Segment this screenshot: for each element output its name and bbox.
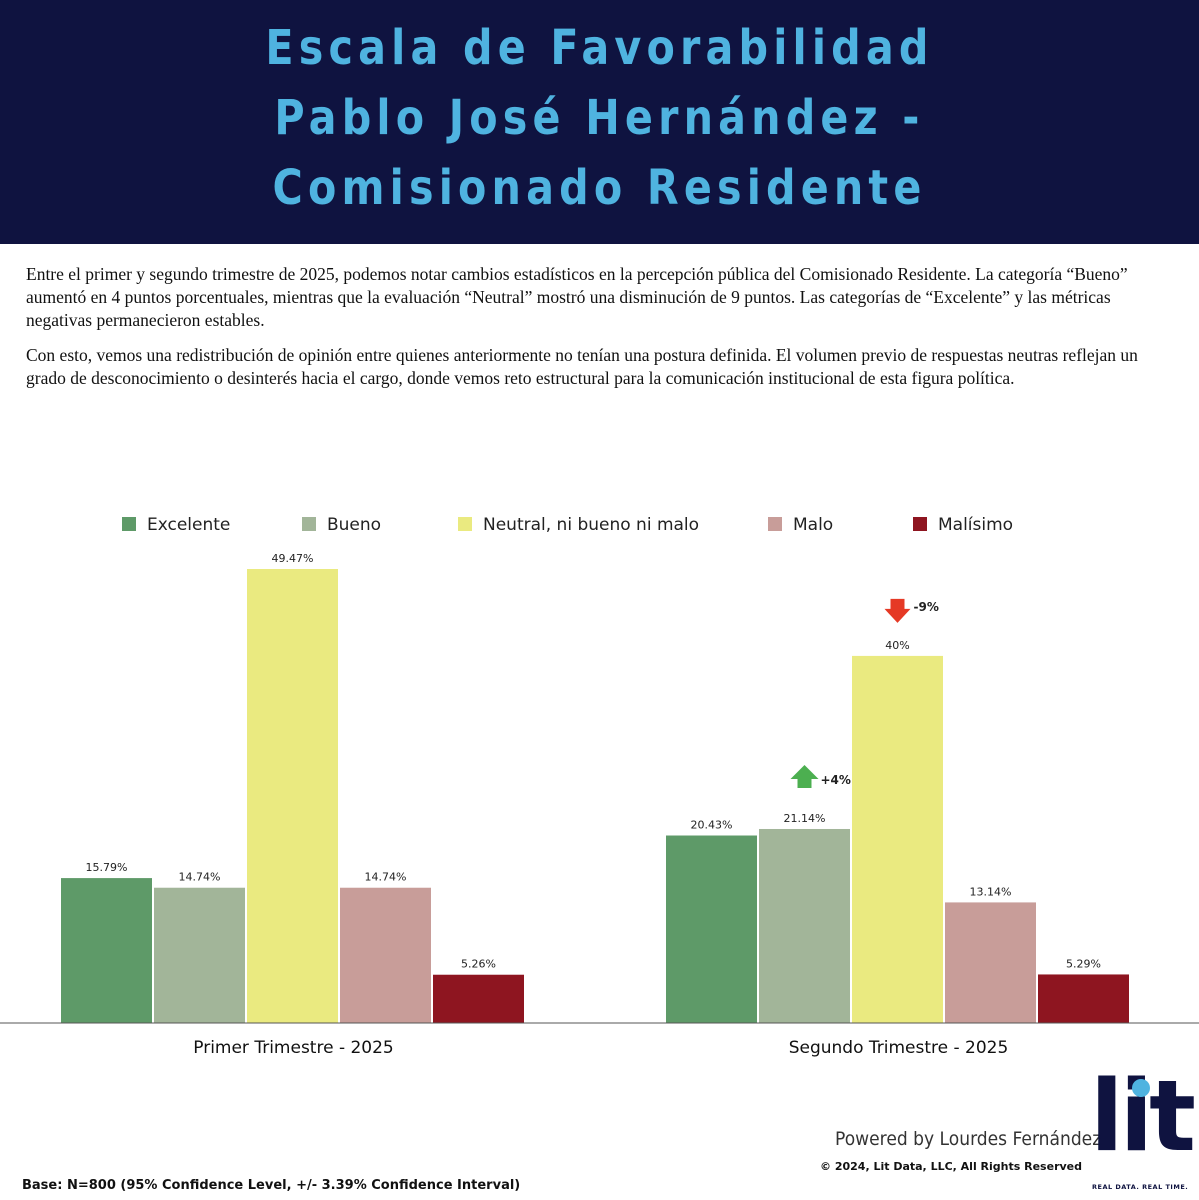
category-label-2: Segundo Trimestre - 2025 bbox=[789, 1038, 1009, 1058]
title-line-1: Escala de Favorabilidad bbox=[265, 20, 934, 76]
logo-tagline: REAL DATA. REAL TIME. bbox=[1092, 1183, 1189, 1191]
value-label-neutral-ni-bueno-ni-malo-1: 49.47% bbox=[272, 552, 314, 565]
legend-label-malisimo: Malísimo bbox=[938, 515, 1013, 535]
bar-bueno-1 bbox=[154, 887, 245, 1023]
value-label-malisimo-2: 5.29% bbox=[1066, 957, 1101, 970]
lit-logo: lit REAL DATA. REAL TIME. bbox=[1090, 1067, 1196, 1195]
logo-dot bbox=[1132, 1079, 1150, 1097]
up-arrow-icon bbox=[790, 764, 819, 788]
value-label-neutral-ni-bueno-ni-malo-2: 40% bbox=[885, 639, 909, 652]
title-line-3: Comisionado Residente bbox=[272, 160, 927, 216]
delta-label-bueno: +4% bbox=[821, 773, 851, 787]
copyright: © 2024, Lit Data, LLC, All Rights Reserv… bbox=[820, 1160, 1082, 1173]
legend-swatch-neutral-ni-bueno-ni-malo bbox=[458, 517, 472, 531]
legend-swatch-malisimo bbox=[913, 517, 927, 531]
legend-swatch-excelente bbox=[122, 517, 136, 531]
bar-malisimo-1 bbox=[433, 974, 524, 1023]
bar-malisimo-2 bbox=[1038, 974, 1129, 1023]
bar-malo-2 bbox=[945, 902, 1036, 1023]
value-label-malo-2: 13.14% bbox=[970, 885, 1012, 898]
bar-bueno-2 bbox=[759, 828, 850, 1023]
delta-label-neutral-ni-bueno-ni-malo: -9% bbox=[914, 600, 939, 614]
value-label-bueno-1: 14.74% bbox=[179, 871, 221, 884]
value-label-bueno-2: 21.14% bbox=[784, 812, 826, 825]
value-label-malo-1: 14.74% bbox=[365, 871, 407, 884]
powered-by: Powered by Lourdes Fernández bbox=[835, 1128, 1102, 1150]
title-line-2: Pablo José Hernández - bbox=[274, 90, 925, 146]
bar-excelente-1 bbox=[61, 878, 152, 1023]
legend-swatch-malo bbox=[768, 517, 782, 531]
value-label-malisimo-1: 5.26% bbox=[461, 958, 496, 971]
bar-excelente-2 bbox=[666, 835, 757, 1023]
legend-label-neutral-ni-bueno-ni-malo: Neutral, ni bueno ni malo bbox=[483, 515, 699, 535]
legend-label-excelente: Excelente bbox=[147, 515, 230, 535]
intro-paragraph-2: Con esto, vemos una redistribución de op… bbox=[26, 345, 1138, 388]
bar-neutral-ni-bueno-ni-malo-2 bbox=[852, 655, 943, 1023]
value-label-excelente-2: 20.43% bbox=[691, 819, 733, 832]
bar-malo-1 bbox=[340, 887, 431, 1023]
intro-paragraph-1: Entre el primer y segundo trimestre de 2… bbox=[26, 264, 1128, 330]
favorability-chart: Excelente Bueno Neutral, ni bueno ni malo M… bbox=[0, 515, 1199, 1058]
bar-neutral-ni-bueno-ni-malo-1 bbox=[247, 569, 338, 1023]
value-label-excelente-1: 15.79% bbox=[86, 861, 128, 874]
base-note: Base: N=800 (95% Confidence Level, +/- 3… bbox=[22, 1178, 521, 1193]
legend-label-bueno: Bueno bbox=[327, 515, 381, 535]
category-label-1: Primer Trimestre - 2025 bbox=[193, 1038, 394, 1058]
down-arrow-icon bbox=[884, 598, 911, 623]
title-banner: Escala de Favorabilidad Pablo José Herná… bbox=[0, 0, 1199, 244]
legend-label-malo: Malo bbox=[793, 515, 833, 535]
legend-swatch-bueno bbox=[302, 517, 316, 531]
